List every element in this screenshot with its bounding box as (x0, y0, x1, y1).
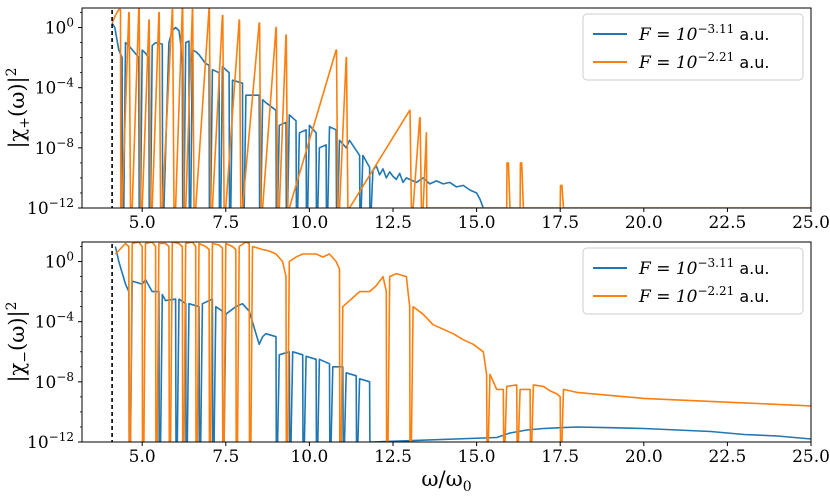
series-line-1 (114, 246, 811, 442)
y-label-subscript: + (17, 117, 33, 129)
legend-exponent: −2.21 (697, 284, 734, 298)
y-tick-exponent: 0 (66, 16, 74, 30)
legend-box (582, 247, 804, 315)
legend-exponent: −3.11 (697, 256, 734, 270)
y-tick-base: 10 (27, 199, 49, 219)
axes-frame (81, 7, 812, 209)
legend-box (582, 13, 804, 81)
y-tick-label: 10−8 (35, 136, 74, 159)
series-line-2 (114, 242, 811, 442)
legend-unit: a.u. (734, 259, 769, 278)
plot-area (114, 242, 811, 442)
legend-prefix: F = 10 (638, 287, 698, 307)
y-tick-base: 10 (35, 139, 57, 159)
y-label-main: |χ (5, 128, 30, 148)
x-label-main: ω/ω (421, 467, 462, 491)
legend: F = 10−3.11 a.u.F = 10−2.21 a.u. (582, 247, 804, 315)
x-tick-label: 5.0 (129, 447, 156, 467)
y-tick-label: 100 (45, 250, 74, 273)
y-tick-exponent: −4 (56, 310, 74, 324)
legend-exponent: −3.11 (697, 22, 734, 36)
top-panel: 5.0 7.5 10.0 12.5 15.0 17.5 20.0 22.5 25.010010−… (4, 7, 830, 233)
legend-unit: a.u. (734, 25, 769, 44)
x-tick-label: 20.0 (625, 447, 663, 467)
x-tick-label: 22.5 (708, 213, 746, 233)
x-tick-label: 10.0 (290, 213, 328, 233)
legend: F = 10−3.11 a.u.F = 10−2.21 a.u. (582, 13, 804, 81)
y-tick-exponent: −12 (49, 430, 74, 444)
legend-unit: a.u. (734, 53, 769, 72)
y-tick-exponent: −8 (56, 370, 74, 384)
y-label-superscript: 2 (4, 301, 20, 310)
x-tick-label: 17.5 (541, 447, 579, 467)
x-tick-label: 17.5 (541, 213, 579, 233)
y-tick-base: 10 (27, 433, 49, 453)
legend-prefix: F = 10 (638, 25, 698, 45)
x-axis-label: ω/ω0 (421, 467, 471, 495)
y-tick-exponent: −4 (56, 76, 74, 90)
y-tick-base: 10 (35, 79, 57, 99)
legend-label-1: F = 10−3.11 a.u. (638, 22, 769, 45)
plot-area (111, 8, 811, 208)
x-tick-label: 5.0 (129, 213, 156, 233)
axes-frame (81, 241, 812, 443)
x-tick-label: 7.5 (212, 447, 239, 467)
legend-prefix: F = 10 (638, 53, 698, 73)
x-tick-label: 10.0 (290, 447, 328, 467)
y-label-body: (ω)| (5, 76, 30, 117)
x-tick-label: 7.5 (212, 213, 239, 233)
y-tick-label: 10−8 (35, 370, 74, 393)
legend-exponent: −2.21 (697, 50, 734, 64)
y-tick-label: 10−4 (35, 76, 75, 99)
y-label-main: |χ (5, 362, 30, 382)
y-tick-base: 10 (45, 253, 67, 273)
y-tick-base: 10 (35, 313, 57, 333)
y-label-body: (ω)| (5, 310, 30, 351)
x-tick-label: 12.5 (374, 447, 412, 467)
y-axis-label: |χ+(ω)|2 (4, 67, 33, 148)
series-line-2 (111, 8, 811, 208)
legend-prefix: F = 10 (638, 259, 698, 279)
bottom-panel: 5.0 7.5 10.0 12.5 15.0 17.5 20.0 22.5 25.010010−… (4, 241, 830, 495)
y-tick-exponent: −8 (56, 136, 74, 150)
x-tick-label: 25.0 (792, 213, 830, 233)
y-tick-label: 10−12 (27, 430, 74, 453)
series-line-1 (111, 22, 485, 208)
x-tick-label: 20.0 (625, 213, 663, 233)
y-tick-label: 10−4 (35, 310, 75, 333)
legend-label-2: F = 10−2.21 a.u. (638, 50, 769, 73)
x-tick-label: 15.0 (458, 447, 496, 467)
y-tick-label: 100 (45, 16, 74, 39)
x-tick-label: 12.5 (374, 213, 412, 233)
y-label-superscript: 2 (4, 67, 20, 76)
y-axis-label: |χ−(ω)|2 (4, 301, 33, 382)
y-tick-exponent: 0 (66, 250, 74, 264)
x-tick-label: 22.5 (708, 447, 746, 467)
x-label-subscript: 0 (463, 479, 472, 495)
legend-label-2: F = 10−2.21 a.u. (638, 284, 769, 307)
y-tick-base: 10 (45, 19, 67, 39)
x-tick-label: 25.0 (792, 447, 830, 467)
legend-label-1: F = 10−3.11 a.u. (638, 256, 769, 279)
legend-unit: a.u. (734, 287, 769, 306)
y-tick-label: 10−12 (27, 196, 74, 219)
x-tick-label: 15.0 (458, 213, 496, 233)
y-tick-exponent: −12 (49, 196, 74, 210)
y-tick-base: 10 (35, 373, 57, 393)
y-label-subscript: − (17, 351, 33, 363)
